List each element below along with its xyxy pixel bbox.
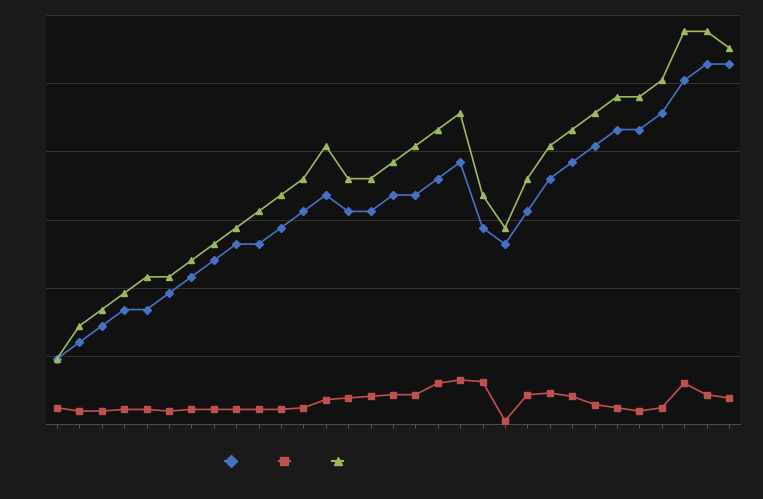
Legend: , , : , , [225,457,353,468]
